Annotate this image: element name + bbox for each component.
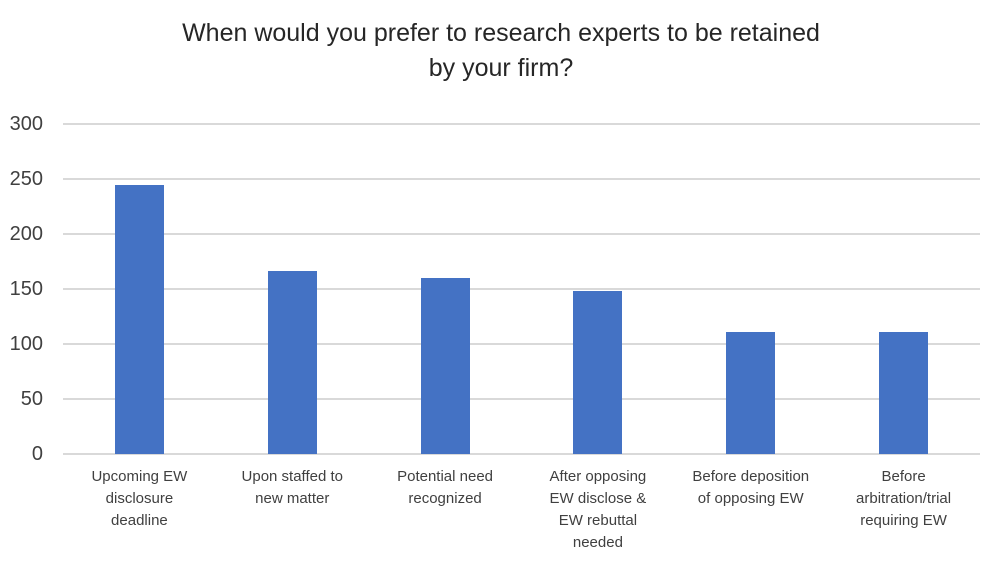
bar [726,331,776,454]
gridline [63,343,980,345]
x-axis-label: Potential need recognized [397,468,494,507]
y-tick-label: 0 [31,443,43,465]
gridline [63,178,980,180]
y-tick-label: 150 [9,278,43,300]
y-tick-label: 100 [9,333,43,355]
x-axis-label: After opposing EW disclose & EW rebuttal… [549,468,647,551]
x-axis-label: Upcoming EW disclosure deadline [91,468,188,529]
bar [420,278,470,454]
bar [573,291,623,454]
bar [267,271,317,454]
x-axis-label: Upon staffed to new matter [241,468,343,507]
gridline [63,398,980,400]
x-axis-label: Before deposition of opposing EW [692,468,810,507]
gridline [63,123,980,125]
bar [879,331,929,454]
x-axis-line [63,453,980,455]
y-tick-label: 200 [9,223,43,245]
gridline [63,233,980,235]
y-tick-label: 300 [9,113,43,135]
y-tick-label: 250 [9,168,43,190]
gridline [63,288,980,290]
bar [114,184,164,454]
plot-area [63,123,980,455]
x-axis-label: Before arbitration/trial requiring EW [856,468,952,529]
y-tick-label: 50 [20,388,43,410]
chart-title: When would you prefer to research expert… [182,19,820,82]
